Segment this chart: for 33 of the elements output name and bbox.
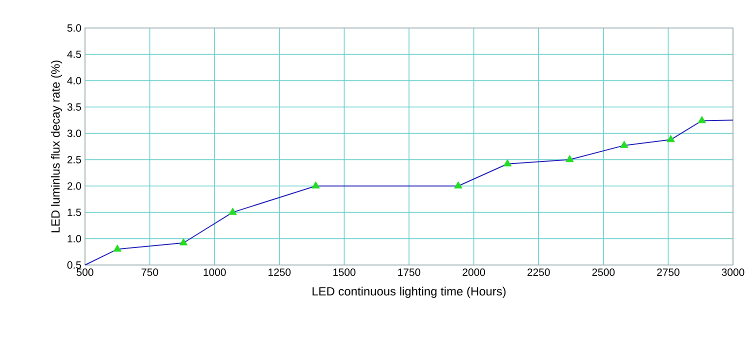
y-tick-label: 2.0	[67, 182, 82, 190]
y-tick-label: 4.5	[67, 50, 82, 58]
y-tick-label: 1.5	[68, 208, 82, 216]
x-tick-label: 500	[76, 268, 94, 276]
point	[620, 140, 628, 148]
y-tick-label: 3.5	[67, 103, 82, 111]
x-tick-label: 1500	[333, 268, 356, 276]
point	[454, 181, 462, 188]
y-tick-label: 4.0	[67, 76, 82, 84]
x-tick-label: 2250	[528, 268, 550, 276]
point	[666, 134, 675, 142]
x-tick-label: 1000	[204, 268, 226, 276]
y-tick-label: 5.0	[67, 24, 82, 32]
y-tick-label: 3.0	[67, 130, 82, 138]
y-tick-label: 2.5	[67, 156, 82, 164]
x-tick-label: 750	[142, 268, 158, 276]
x-tick-label: 1250	[268, 268, 291, 276]
point	[179, 238, 188, 246]
point	[312, 181, 320, 188]
point	[566, 154, 574, 162]
point	[228, 208, 237, 215]
point	[503, 159, 512, 166]
point	[698, 116, 706, 124]
x-tick-label: 2000	[462, 268, 486, 276]
x-tick-label: 3000	[722, 268, 744, 276]
point	[113, 244, 122, 252]
x-axis-title: LED continuous lighting time (Hours)	[312, 286, 506, 298]
x-tick-label: 1750	[398, 268, 420, 276]
x-tick-label: 2500	[592, 268, 615, 276]
x-tick-label: 2750	[657, 268, 680, 276]
y-tick-label: 1.0	[68, 234, 82, 242]
y-axis-title: LED luminlus flux decay rate (%)	[50, 60, 62, 232]
y-tick-label: 0.5	[67, 261, 82, 269]
